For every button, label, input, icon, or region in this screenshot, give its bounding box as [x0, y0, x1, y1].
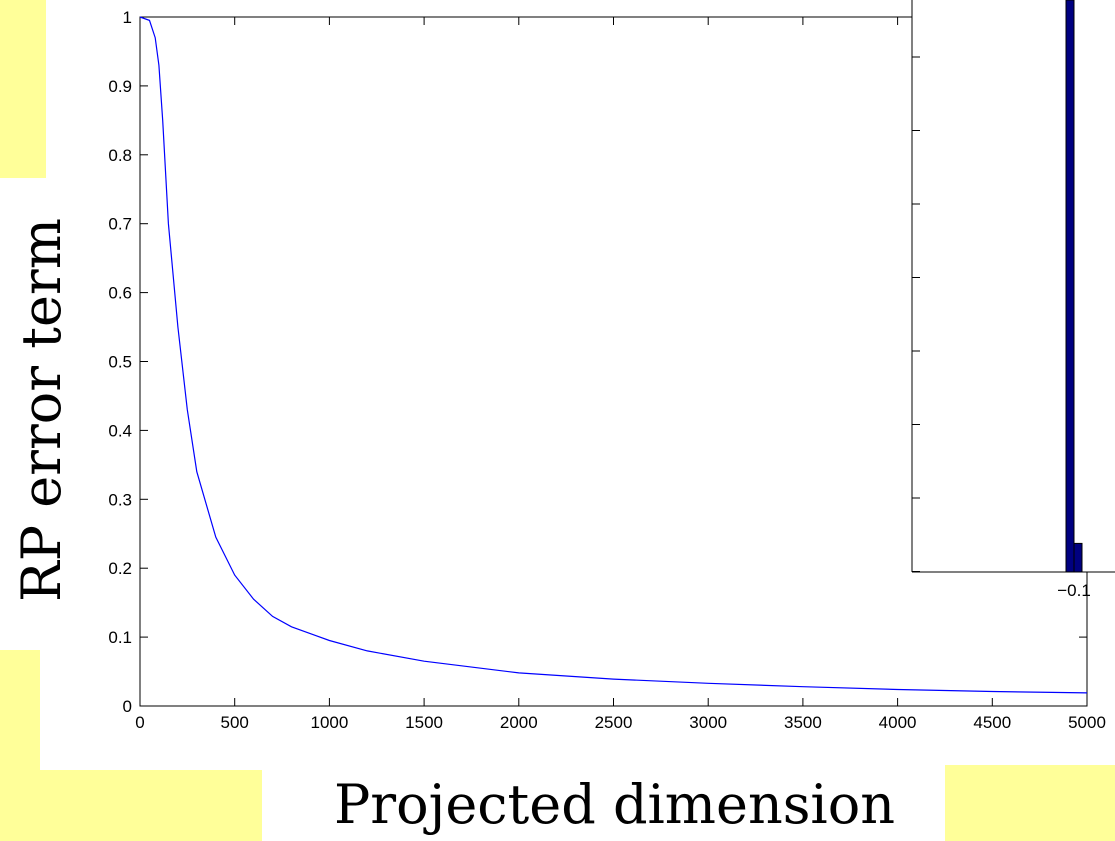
x-axis-label: Projected dimension [334, 773, 895, 836]
y-tick-label: 0.2 [108, 559, 132, 578]
y-tick-label: 0.4 [108, 421, 132, 440]
x-tick-label: 0 [135, 713, 144, 732]
x-tick-label: 500 [221, 713, 249, 732]
highlight-top-left [0, 0, 46, 178]
rp-error-curve [139, 16, 1088, 694]
x-axis-ticks: 0 500 1000 1500 2000 2500 3000 3500 4000 4500 5000 [135, 17, 1106, 732]
x-tick-label: 3000 [689, 713, 727, 732]
y-tick-label: 1 [123, 8, 132, 27]
y-tick-label: 0.1 [108, 628, 132, 647]
x-tick-label: 2500 [595, 713, 633, 732]
y-axis-label: RP error term [10, 218, 73, 602]
y-axis-ticks: 0 0.1 0.2 0.3 0.4 0.5 0.6 0.7 0.8 0.9 1 [108, 8, 1087, 716]
inset-bar [1065, 0, 1075, 573]
highlight-bottom-right [945, 765, 1115, 841]
x-tick-label: 4500 [973, 713, 1011, 732]
x-tick-label: 3500 [784, 713, 822, 732]
inset-x-tick-label: −0.1 [1057, 581, 1091, 600]
highlight-bottom-left-horizontal [0, 770, 262, 841]
inset-bar [1073, 542, 1083, 573]
y-tick-label: 0.5 [108, 353, 132, 372]
y-tick-label: 0.6 [108, 284, 132, 303]
inset-background [912, 0, 1115, 572]
inset-bars [1065, 0, 1083, 573]
y-tick-label: 0.3 [108, 490, 132, 509]
y-tick-label: 0.8 [108, 146, 132, 165]
x-tick-label: 1500 [405, 713, 443, 732]
x-tick-label: 2000 [500, 713, 538, 732]
inset-histogram: −0.1 [911, 0, 1115, 600]
y-tick-label: 0.7 [108, 215, 132, 234]
x-tick-label: 1000 [310, 713, 348, 732]
y-tick-label: 0 [123, 697, 132, 716]
y-tick-label: 0.9 [108, 77, 132, 96]
x-tick-label: 5000 [1068, 713, 1106, 732]
inset-y-ticks [912, 56, 920, 572]
x-tick-label: 4000 [879, 713, 917, 732]
